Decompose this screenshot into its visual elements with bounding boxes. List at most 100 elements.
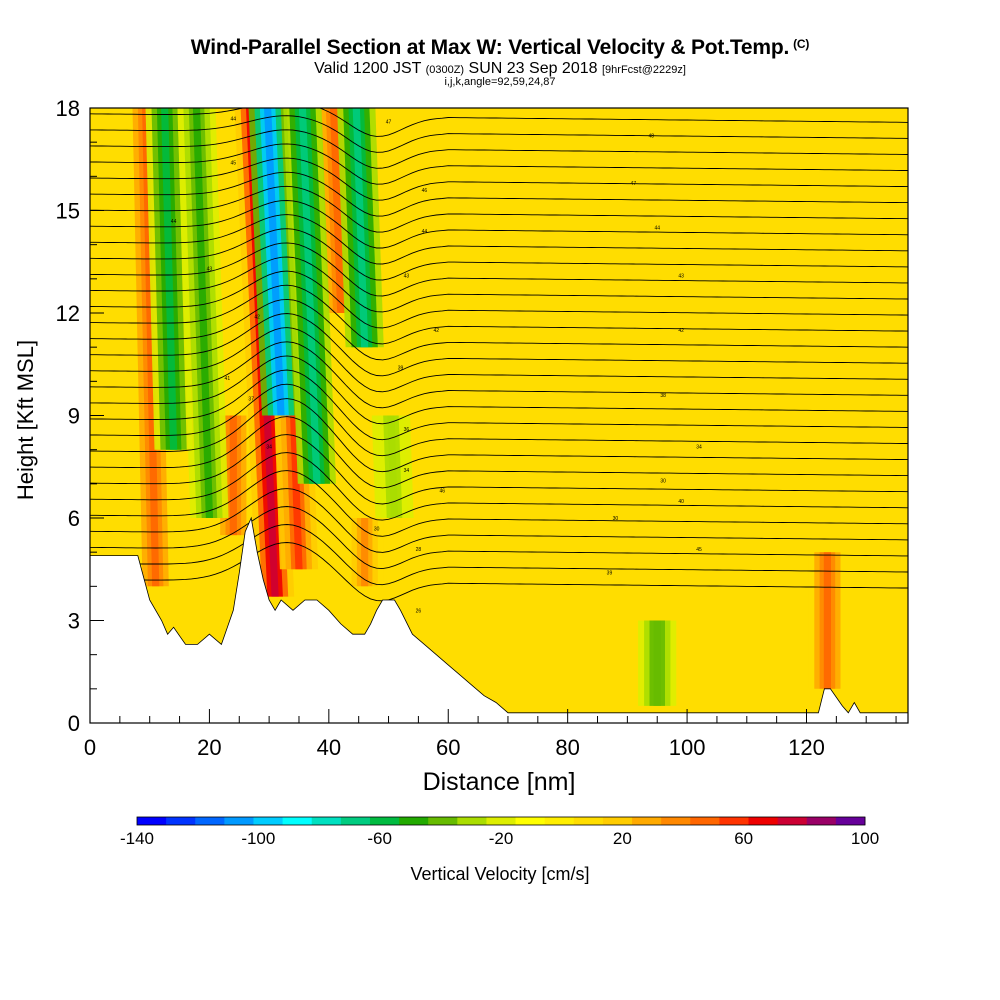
colorbar-swatch <box>457 817 487 825</box>
theta-contour-line <box>90 341 908 409</box>
updraft-band <box>290 415 303 570</box>
x-tick-label: 120 <box>788 735 825 760</box>
theta-contour-label: 39 <box>398 366 404 372</box>
theta-contour-line <box>90 129 908 169</box>
theta-contour-label: 46 <box>422 188 428 194</box>
colorbar-swatch <box>544 817 575 825</box>
theta-contour-label: 42 <box>678 328 684 334</box>
colorbar-swatch <box>340 817 371 825</box>
theta-contour-label: 28 <box>416 547 422 553</box>
downdraft-band <box>298 108 321 484</box>
y-tick-label: 3 <box>68 609 80 634</box>
theta-contour-label: 44 <box>231 116 237 122</box>
theta-contour-label: 45 <box>231 161 237 167</box>
x-tick-label: 40 <box>317 735 341 760</box>
theta-contour-line <box>90 383 908 457</box>
theta-contour-label: 44 <box>171 219 177 225</box>
theta-contour-label: 39 <box>607 571 613 577</box>
y-axis: 0 3 6 9 12 15 18 <box>56 96 104 736</box>
updraft-band <box>330 108 345 313</box>
theta-contour-line <box>90 284 908 345</box>
updraft-band <box>361 518 369 587</box>
colorbar-swatch <box>282 817 313 825</box>
colorbar-frame <box>136 816 866 826</box>
x-tick-label: 80 <box>555 735 579 760</box>
updraft-band <box>823 552 831 689</box>
downdraft-band <box>352 108 369 348</box>
colorbar-swatch <box>253 817 283 825</box>
theta-contour-label: 47 <box>631 181 637 187</box>
theta-contour-line <box>90 524 908 586</box>
chart-title-text: Wind-Parallel Section at Max W: Vertical… <box>190 36 790 59</box>
theta-contour-line <box>90 171 908 217</box>
theta-contour-label: 45 <box>696 547 702 553</box>
terrain-surface <box>90 516 908 723</box>
colorbar-tick-label: -140 <box>120 829 154 848</box>
theta-contour-label: 37 <box>248 396 254 402</box>
y-tick-label: 12 <box>56 301 80 326</box>
y-tick-label: 9 <box>68 404 80 429</box>
colorbar-swatch <box>137 817 167 825</box>
x-tick-label: 100 <box>669 735 706 760</box>
theta-contour-line <box>90 369 908 441</box>
theta-contour-label: 42 <box>434 328 440 334</box>
x-tick-label: 0 <box>84 735 96 760</box>
valid-prefix: Valid 1200 JST <box>314 60 422 77</box>
theta-contour-line <box>90 416 908 489</box>
colorbar-tick-label: -60 <box>367 829 392 848</box>
x-tick-label: 60 <box>436 735 460 760</box>
theta-contour-line <box>90 398 908 473</box>
downdraft-band <box>264 108 285 416</box>
downdraft-band <box>653 620 661 706</box>
x-axis-label: Distance [nm] <box>423 768 576 796</box>
theta-contour-line <box>90 434 908 505</box>
theta-contour-label: 38 <box>660 393 666 399</box>
forecast-info: [9hrFcst@2229z] <box>601 64 686 76</box>
theta-contour-line <box>90 108 908 137</box>
theta-contour-line <box>90 143 908 185</box>
updraft-band <box>229 415 237 536</box>
theta-contour-line <box>90 256 908 313</box>
colorbar-swatch <box>369 817 400 825</box>
chart-title: Wind-Parallel Section at Max W: Vertical… <box>0 36 1000 60</box>
y-tick-label: 0 <box>68 711 80 736</box>
colorbar-swatch <box>515 817 546 825</box>
copyright-mark: (C) <box>793 37 810 51</box>
theta-contour-label: 30 <box>374 526 380 532</box>
terrain-mask <box>90 516 908 723</box>
x-axis: 0 20 40 60 80 100 120 <box>84 709 897 760</box>
theta-contour-label: 36 <box>404 427 410 433</box>
y-axis-label: Height [Kft MSL] <box>13 340 38 500</box>
colorbar-swatch <box>719 817 749 825</box>
theta-contour-line <box>90 214 908 265</box>
colorbar-tick-label: -100 <box>241 829 275 848</box>
updraft-band <box>142 108 160 587</box>
colorbar-swatch <box>399 817 429 825</box>
theta-contour-label: 34 <box>266 444 272 450</box>
theta-contour-label: 44 <box>422 229 428 235</box>
theta-contour-line <box>90 542 908 602</box>
theta-contour-line <box>90 298 908 361</box>
colorbar-tick-label: 60 <box>734 829 753 848</box>
theta-contour-line <box>90 488 908 553</box>
colorbar-swatch <box>690 817 720 825</box>
theta-contour-label: 34 <box>404 468 410 474</box>
x-tick-label: 20 <box>197 735 221 760</box>
theta-contour-line <box>90 242 908 297</box>
theta-contour-label: 40 <box>678 499 684 505</box>
theta-contour-line <box>90 185 908 233</box>
theta-contour-label: 42 <box>254 314 260 320</box>
theta-contour-label: 26 <box>416 608 422 614</box>
theta-contour-label: 47 <box>386 120 392 126</box>
downdraft-band <box>387 415 399 518</box>
colorbar-swatch <box>748 817 779 825</box>
chart-indices: i,j,k,angle=92,59,24,87 <box>444 76 556 88</box>
theta-contour-label: 30 <box>660 478 666 484</box>
theta-contour-label: 34 <box>696 444 702 450</box>
theta-contour-label: 41 <box>225 376 231 382</box>
y-tick-label: 18 <box>56 96 80 121</box>
theta-contour-line <box>90 452 908 521</box>
theta-contour-line <box>90 115 908 153</box>
theta-contour-label: 30 <box>613 516 619 522</box>
